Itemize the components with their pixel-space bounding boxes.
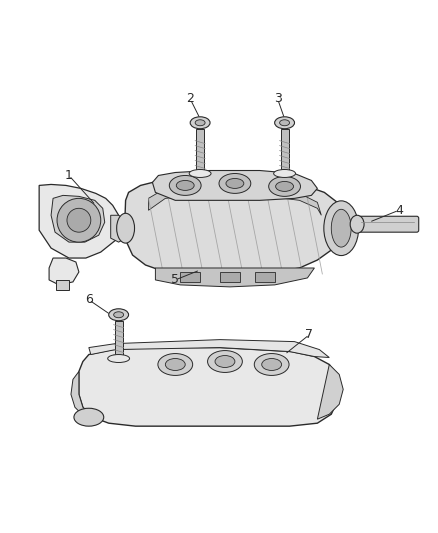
Polygon shape [56, 280, 69, 290]
FancyBboxPatch shape [281, 129, 289, 173]
FancyBboxPatch shape [220, 272, 240, 282]
Ellipse shape [350, 215, 364, 233]
Text: 5: 5 [171, 273, 179, 286]
Ellipse shape [274, 169, 296, 177]
Polygon shape [318, 365, 343, 419]
Ellipse shape [268, 176, 300, 196]
Ellipse shape [324, 201, 359, 255]
Ellipse shape [189, 169, 211, 177]
Ellipse shape [114, 312, 124, 318]
Ellipse shape [195, 120, 205, 126]
Ellipse shape [208, 351, 242, 373]
FancyBboxPatch shape [255, 272, 275, 282]
Polygon shape [152, 171, 318, 200]
Ellipse shape [117, 213, 134, 243]
Text: 7: 7 [305, 328, 314, 341]
Ellipse shape [275, 117, 294, 129]
Circle shape [57, 198, 101, 242]
Polygon shape [111, 215, 126, 242]
Polygon shape [89, 340, 329, 358]
Ellipse shape [331, 209, 351, 247]
Ellipse shape [158, 353, 193, 375]
FancyBboxPatch shape [196, 129, 204, 173]
Polygon shape [71, 372, 96, 419]
Circle shape [67, 208, 91, 232]
Polygon shape [79, 348, 337, 426]
Polygon shape [39, 184, 119, 258]
Polygon shape [155, 268, 314, 287]
Ellipse shape [108, 354, 130, 362]
Text: 3: 3 [274, 92, 282, 106]
Polygon shape [124, 179, 341, 274]
Text: 2: 2 [186, 92, 194, 106]
Ellipse shape [170, 175, 201, 196]
Ellipse shape [165, 359, 185, 370]
Ellipse shape [215, 356, 235, 367]
Text: 1: 1 [65, 169, 73, 182]
Ellipse shape [74, 408, 104, 426]
Ellipse shape [219, 173, 251, 193]
Text: 6: 6 [85, 293, 93, 306]
Polygon shape [49, 258, 79, 285]
Polygon shape [148, 187, 321, 215]
Ellipse shape [109, 309, 129, 321]
Ellipse shape [279, 120, 290, 126]
Polygon shape [51, 196, 105, 242]
Ellipse shape [176, 181, 194, 190]
FancyBboxPatch shape [180, 272, 200, 282]
Ellipse shape [276, 181, 293, 191]
Ellipse shape [254, 353, 289, 375]
Ellipse shape [190, 117, 210, 129]
Text: 4: 4 [395, 204, 403, 217]
Ellipse shape [262, 359, 282, 370]
FancyBboxPatch shape [115, 321, 123, 359]
FancyBboxPatch shape [355, 216, 419, 232]
Ellipse shape [226, 179, 244, 188]
